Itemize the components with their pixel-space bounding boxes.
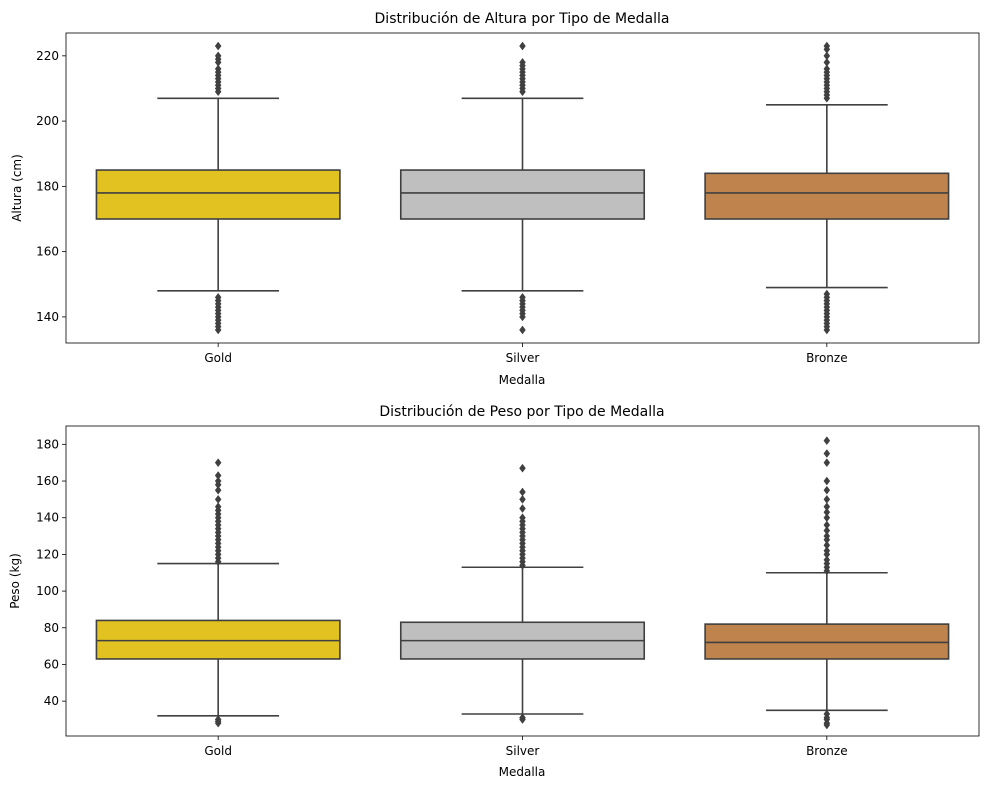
outlier-high	[823, 57, 831, 67]
outlier-high	[823, 449, 831, 458]
iqr-box	[704, 623, 950, 660]
weight-ytick-label: 100	[36, 584, 59, 598]
height-chart-plot: 140 160 180 200 220 Gold Silver Bronze	[36, 32, 980, 365]
outlier-high	[823, 485, 831, 495]
height-box-gold	[95, 41, 341, 335]
outlier-high	[823, 540, 831, 550]
height-xtick-label: Bronze	[806, 351, 848, 365]
height-axes-frame	[65, 32, 980, 344]
outlier-low	[519, 312, 526, 322]
height-xtick-label: Gold	[204, 351, 232, 365]
outlier-high	[823, 555, 831, 565]
weight-box-gold	[95, 458, 341, 728]
outlier-high	[823, 476, 831, 486]
outlier-high	[823, 507, 831, 517]
weight-box-silver	[399, 463, 646, 724]
weight-box-bronze	[704, 436, 950, 730]
height-ytick-label: 180	[36, 179, 59, 193]
outlier-high	[823, 41, 831, 51]
weight-ytick-label: 40	[44, 694, 59, 708]
outlier-high	[823, 526, 831, 535]
outlier-low	[214, 325, 222, 335]
outlier-high	[214, 485, 222, 495]
outlier-high	[214, 471, 222, 480]
height-ytick-label: 220	[36, 49, 59, 63]
outlier-high	[823, 520, 831, 530]
outlier-high	[519, 41, 526, 51]
outlier-low	[214, 718, 222, 728]
height-chart-title: Distribución de Altura por Tipo de Medal…	[375, 11, 670, 27]
weight-xtick-label: Silver	[506, 744, 540, 758]
height-xtick-label: Silver	[506, 351, 540, 365]
weight-chart: Distribución de Peso por Tipo de Medalla…	[8, 404, 980, 779]
weight-ytick-label: 60	[44, 657, 59, 671]
outlier-high	[823, 513, 831, 523]
weight-chart-ylabel: Peso (kg)	[8, 553, 22, 609]
weight-chart-xlabel: Medalla	[499, 765, 546, 779]
outlier-high	[519, 463, 526, 473]
outlier-high	[823, 51, 831, 61]
outlier-high	[519, 487, 526, 497]
height-ytick-label: 160	[36, 245, 59, 259]
outlier-high	[214, 41, 222, 51]
outlier-high	[519, 504, 526, 513]
outlier-high	[214, 502, 222, 512]
weight-ytick-label: 140	[36, 511, 59, 525]
outlier-high	[214, 51, 222, 61]
outlier-high	[823, 531, 831, 541]
outlier-low	[823, 325, 831, 335]
iqr-box	[95, 619, 341, 660]
weight-ytick-label: 80	[44, 621, 59, 635]
height-chart-ylabel: Altura (cm)	[10, 154, 24, 222]
outlier-high	[214, 494, 222, 504]
height-box-bronze	[704, 41, 950, 335]
height-box-silver	[399, 41, 646, 335]
outlier-low	[823, 720, 831, 730]
iqr-box	[95, 169, 341, 220]
weight-ytick-label: 120	[36, 547, 59, 561]
outlier-high	[823, 64, 831, 74]
outlier-low	[519, 325, 526, 335]
weight-chart-plot: 40 60 80 100 120 140 160 180 Gold Silver Bronze	[36, 425, 980, 758]
weight-chart-title: Distribución de Peso por Tipo de Medalla	[379, 404, 664, 420]
height-ytick-label: 200	[36, 114, 59, 128]
outlier-high	[214, 476, 222, 486]
iqr-box	[399, 169, 646, 220]
weight-axes-frame	[65, 425, 980, 737]
outlier-high	[519, 57, 526, 67]
outlier-high	[519, 494, 526, 504]
outlier-low	[519, 715, 526, 724]
outlier-high	[823, 546, 831, 556]
height-ytick-label: 140	[36, 310, 59, 324]
outlier-high	[823, 494, 831, 504]
outlier-high	[214, 64, 222, 74]
weight-ytick-label: 160	[36, 474, 59, 488]
outlier-high	[214, 458, 222, 468]
weight-xtick-label: Bronze	[806, 744, 848, 758]
height-chart: Distribución de Altura por Tipo de Medal…	[10, 11, 980, 387]
weight-xtick-label: Gold	[204, 744, 232, 758]
weight-ytick-label: 180	[36, 437, 59, 451]
height-chart-xlabel: Medalla	[499, 373, 546, 387]
outlier-high	[823, 436, 831, 446]
outlier-high	[519, 513, 526, 523]
iqr-box	[704, 172, 950, 220]
outlier-high	[823, 502, 831, 512]
outlier-high	[823, 458, 831, 468]
